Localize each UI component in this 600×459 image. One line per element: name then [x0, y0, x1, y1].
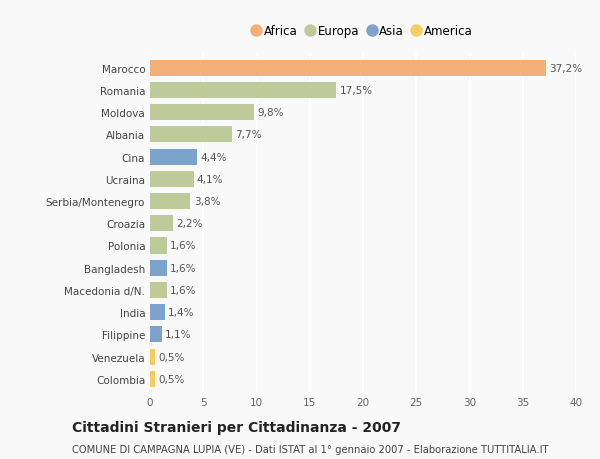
Text: 0,5%: 0,5% [158, 374, 185, 384]
Bar [150, 282, 167, 298]
Text: 17,5%: 17,5% [340, 85, 373, 95]
Bar [150, 216, 173, 232]
Bar [150, 238, 167, 254]
Text: 3,8%: 3,8% [194, 196, 220, 207]
Text: 0,5%: 0,5% [158, 352, 185, 362]
Text: 1,6%: 1,6% [170, 285, 197, 295]
Text: 37,2%: 37,2% [550, 63, 583, 73]
Bar [150, 171, 194, 187]
Text: 9,8%: 9,8% [257, 108, 284, 118]
Text: 4,4%: 4,4% [200, 152, 227, 162]
Bar [150, 194, 190, 210]
Text: 7,7%: 7,7% [235, 130, 262, 140]
Text: 1,4%: 1,4% [168, 308, 194, 318]
Bar [150, 305, 165, 320]
Text: Cittadini Stranieri per Cittadinanza - 2007: Cittadini Stranieri per Cittadinanza - 2… [72, 420, 401, 434]
Bar [150, 371, 155, 387]
Text: 1,6%: 1,6% [170, 263, 197, 273]
Text: 2,2%: 2,2% [176, 219, 203, 229]
Bar [150, 83, 337, 99]
Text: 1,6%: 1,6% [170, 241, 197, 251]
Bar [150, 149, 197, 165]
Bar [150, 105, 254, 121]
Text: 1,1%: 1,1% [165, 330, 191, 340]
Bar [150, 327, 162, 343]
Bar [150, 260, 167, 276]
Bar [150, 61, 546, 76]
Legend: Africa, Europa, Asia, America: Africa, Europa, Asia, America [248, 21, 478, 43]
Bar [150, 127, 232, 143]
Text: COMUNE DI CAMPAGNA LUPIA (VE) - Dati ISTAT al 1° gennaio 2007 - Elaborazione TUT: COMUNE DI CAMPAGNA LUPIA (VE) - Dati IST… [72, 444, 548, 454]
Text: 4,1%: 4,1% [197, 174, 223, 185]
Bar [150, 349, 155, 365]
